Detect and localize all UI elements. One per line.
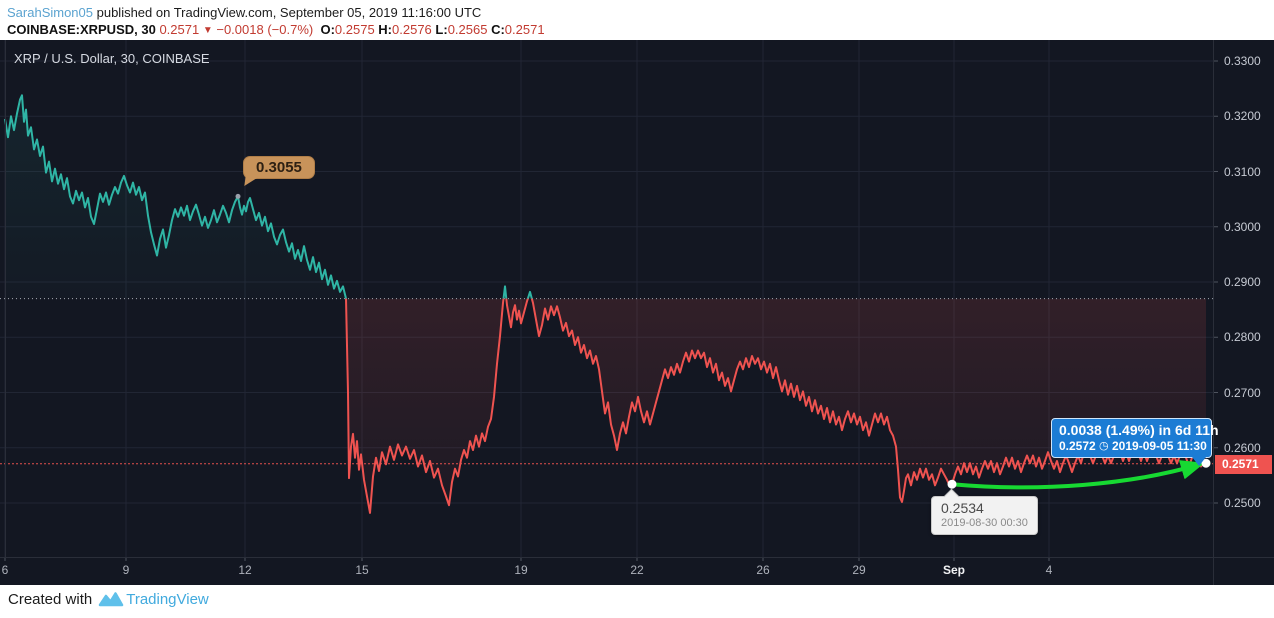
time-axis-label: 6 [1,563,9,577]
time-axis-label: 12 [238,563,252,577]
price-axis-label: 0.3300 [1224,54,1261,68]
published-text: published on TradingView.com, September … [93,5,482,20]
time-axis-label: 22 [630,563,644,577]
down-arrow-icon: ▼ [202,25,213,36]
low-label: L: [435,22,448,37]
high-value: 0.2576 [392,22,432,37]
point-tooltip-time: 2019-08-30 00:30 [941,517,1028,529]
price-callout: 0.3055 [243,156,315,188]
high-label: H: [378,22,393,37]
range-tooltip-tail [1192,457,1206,466]
time-axis-separator [0,557,1274,558]
callout-tail [244,175,259,188]
price-axis-label: 0.2800 [1224,330,1261,345]
time-axis-label: 29 [852,563,866,577]
author-link[interactable]: SarahSimon05 [7,5,93,20]
low-value: 0.2565 [447,22,488,37]
price-axis-label: 0.3200 [1224,109,1261,124]
price-axis-label: 0.2500 [1224,496,1261,510]
price-axis-label: 0.2900 [1224,275,1261,289]
range-tooltip-detail: 0.2572 ◷ 2019-09-05 11:30 [1059,439,1207,453]
open-value: 0.2575 [334,22,375,37]
time-axis-label: 9 [122,563,130,577]
price-axis-label: 0.2700 [1224,385,1261,400]
snapshot-header: SarahSimon05 published on TradingView.co… [0,0,1274,40]
price-change: −0.0018 (−0.7%) [216,22,314,37]
range-tooltip-change: 0.0038 (1.49%) in 6d 11h [1059,422,1219,438]
last-price: 0.2571 [159,22,200,37]
current-price-badge: 0.2571 [1215,455,1272,474]
point-tooltip: 0.2534 2019-08-30 00:30 [931,488,1038,535]
price-chart[interactable] [0,40,1274,585]
close-label: C: [491,22,505,37]
ohlc-line: COINBASE:XRPUSD, 30 0.2571 ▼ −0.0018 (−0… [7,22,545,37]
open-label: O: [320,22,335,37]
range-tooltip: 0.0038 (1.49%) in 6d 11h 0.2572 ◷ 2019-0… [1051,418,1219,466]
clock-icon: ◷ [1099,440,1109,452]
tradingview-brand-link[interactable]: TradingView [126,591,209,608]
created-with-text: Created with [8,591,93,608]
attribution-footer: Created with TradingView [0,585,1274,618]
symbol-label: COINBASE:XRPUSD, 30 [7,22,156,37]
point-tooltip-price: 0.2534 [941,500,984,516]
price-axis-label: 0.3100 [1224,164,1261,179]
time-axis-label: 19 [514,563,528,577]
published-line: SarahSimon05 published on TradingView.co… [7,5,481,20]
close-value: 0.2571 [504,22,545,37]
price-axis-separator [1213,40,1214,585]
chart-legend[interactable]: XRP / U.S. Dollar, 30, COINBASE [14,51,210,66]
chart-panel: XRP / U.S. Dollar, 30, COINBASE 0.3300 0.… [0,40,1274,585]
range-tooltip-price: 0.2572 [1059,439,1096,453]
range-tooltip-time: 2019-09-05 11:30 [1112,439,1207,453]
time-axis-label: 15 [355,563,369,577]
tradingview-logo-icon[interactable] [98,591,124,608]
time-axis-label: 4 [1045,563,1053,577]
time-axis-label: Sep [942,563,966,577]
callout-value: 0.3055 [256,159,302,176]
price-axis-label: 0.3000 [1224,219,1261,234]
time-axis-label: 26 [756,563,770,577]
price-axis-label: 0.2600 [1224,440,1261,455]
chart-left-border [5,40,6,557]
